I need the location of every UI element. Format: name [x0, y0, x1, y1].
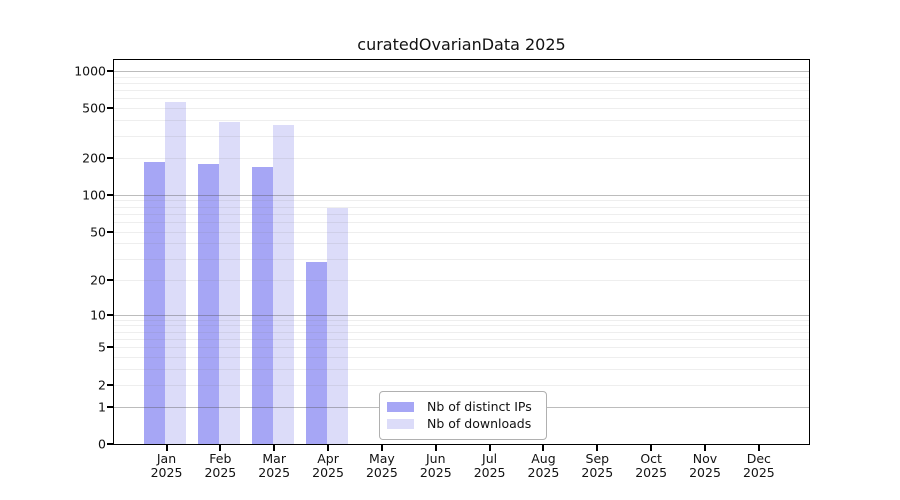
- y-tick-label-200: 200: [82, 150, 106, 166]
- gridline-minor-9: [114, 319, 809, 321]
- gridline-minor-800: [114, 82, 809, 84]
- gridline-minor-900: [114, 76, 809, 78]
- y-tick-label-0: 0: [98, 436, 106, 452]
- bar-distinct-ips-apr: [305, 262, 327, 444]
- gridline-minor-2: [114, 384, 809, 386]
- y-tick-mark-100: [107, 193, 113, 196]
- x-tick-label-jul: Jul 2025: [473, 451, 506, 480]
- x-tick-label-dec: Dec 2025: [742, 451, 775, 480]
- gridline-minor-40: [114, 243, 809, 245]
- x-tick-mark-nov: [704, 445, 706, 451]
- y-tick-mark-2: [107, 383, 113, 386]
- y-tick-label-10: 10: [90, 307, 106, 322]
- gridline-minor-5: [114, 347, 809, 349]
- gridline-minor-4: [114, 357, 809, 359]
- bar-downloads-apr: [326, 208, 348, 444]
- y-tick-label-1000: 1000: [74, 63, 106, 79]
- x-tick-mark-feb: [219, 445, 222, 451]
- y-tick-label-50: 50: [90, 224, 106, 240]
- bar-distinct-ips-feb: [197, 163, 219, 444]
- gridline-minor-6: [114, 338, 809, 340]
- bar-downloads-feb: [218, 121, 240, 444]
- gridline-minor-80: [114, 206, 809, 208]
- x-tick-label-apr: Apr 2025: [312, 451, 344, 480]
- y-tick-label-2: 2: [98, 377, 106, 393]
- bar-distinct-ips-mar: [251, 167, 273, 444]
- gridline-minor-3: [114, 369, 809, 371]
- gridline-major-100: [114, 194, 809, 196]
- bar-downloads-mar: [272, 124, 294, 444]
- x-tick-mark-mar: [273, 445, 276, 451]
- y-tick-label-1: 1: [98, 399, 106, 415]
- gridline-minor-400: [114, 120, 809, 122]
- gridline-minor-700: [114, 90, 809, 92]
- x-tick-label-oct: Oct 2025: [635, 451, 668, 480]
- legend-swatch-downloads: [387, 418, 414, 429]
- bar-downloads-jan: [165, 102, 186, 444]
- x-tick-label-mar: Mar 2025: [258, 451, 291, 480]
- x-tick-mark-sep: [596, 445, 599, 451]
- x-tick-label-feb: Feb 2025: [204, 451, 237, 480]
- x-tick-mark-apr: [327, 445, 330, 451]
- y-tick-mark-0: [107, 443, 113, 445]
- y-tick-mark-50: [107, 230, 113, 233]
- bar-distinct-ips-jan: [144, 161, 165, 444]
- x-tick-label-jan: Jan 2025: [150, 451, 183, 480]
- y-tick-label-100: 100: [82, 187, 106, 203]
- x-tick-mark-dec: [757, 445, 760, 451]
- gridline-minor-8: [114, 325, 809, 327]
- x-tick-mark-aug: [542, 445, 545, 451]
- gridline-minor-300: [114, 135, 809, 137]
- x-tick-label-nov: Nov 2025: [689, 451, 721, 480]
- y-tick-mark-200: [107, 156, 113, 159]
- gridline-minor-90: [114, 200, 809, 202]
- y-tick-mark-5: [107, 346, 113, 349]
- y-tick-mark-10: [107, 313, 113, 316]
- plot-area: Nb of distinct IPs Nb of downloads 0 1 2 5 1…: [74, 59, 810, 480]
- gridline-minor-50: [114, 231, 809, 233]
- x-tick-label-sep: Sep 2025: [581, 451, 614, 480]
- legend-label-downloads: Nb of downloads: [427, 416, 532, 431]
- y-tick-mark-1000: [107, 69, 113, 72]
- chart-title: curatedOvarianData 2025: [357, 35, 566, 54]
- gridline-minor-600: [114, 98, 809, 100]
- legend-entry-distinct-ips: Nb of distinct IPs: [387, 398, 538, 415]
- y-tick-label-500: 500: [82, 100, 106, 116]
- x-tick-mark-jul: [488, 445, 491, 451]
- x-tick-label-aug: Aug 2025: [527, 451, 560, 480]
- x-tick-label-jun: Jun 2025: [419, 451, 452, 480]
- y-tick-mark-500: [107, 107, 113, 110]
- x-tick-label-may: May 2025: [365, 451, 398, 480]
- legend-swatch-distinct-ips: [387, 401, 414, 412]
- gridline-minor-60: [114, 221, 809, 223]
- gridline-minor-30: [114, 258, 809, 260]
- y-tick-label-20: 20: [90, 272, 106, 288]
- gridline-minor-200: [114, 157, 809, 159]
- gridline-minor-7: [114, 331, 809, 333]
- gridline-minor-500: [114, 108, 809, 110]
- legend-label-distinct-ips: Nb of distinct IPs: [427, 399, 532, 414]
- gridline-major-1000: [114, 70, 809, 72]
- x-tick-mark-jan: [165, 445, 168, 451]
- gridline-major-10: [114, 314, 809, 316]
- y-tick-mark-1: [107, 405, 113, 408]
- x-tick-mark-oct: [650, 445, 653, 451]
- y-tick-label-5: 5: [98, 339, 106, 355]
- x-tick-mark-may: [380, 445, 383, 451]
- y-tick-mark-20: [107, 278, 113, 281]
- legend: Nb of distinct IPs Nb of downloads: [379, 391, 547, 440]
- gridline-minor-20: [114, 279, 809, 281]
- legend-entry-downloads: Nb of downloads: [387, 415, 538, 432]
- gridline-minor-70: [114, 213, 809, 215]
- x-tick-mark-jun: [434, 445, 437, 451]
